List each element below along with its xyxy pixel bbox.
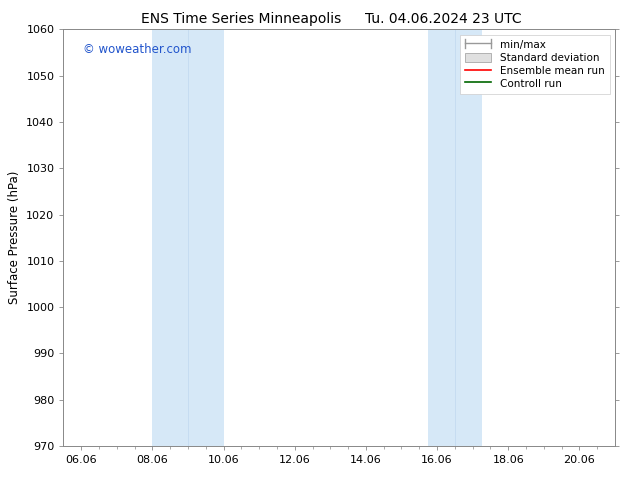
Text: © woweather.com: © woweather.com bbox=[83, 43, 191, 56]
Bar bbox=[455, 29, 482, 446]
Y-axis label: Surface Pressure (hPa): Surface Pressure (hPa) bbox=[8, 171, 21, 304]
Text: Tu. 04.06.2024 23 UTC: Tu. 04.06.2024 23 UTC bbox=[365, 12, 522, 26]
Legend: min/max, Standard deviation, Ensemble mean run, Controll run: min/max, Standard deviation, Ensemble me… bbox=[460, 35, 610, 94]
Bar bbox=[428, 29, 455, 446]
Bar bbox=[152, 29, 188, 446]
Bar bbox=[188, 29, 224, 446]
Text: ENS Time Series Minneapolis: ENS Time Series Minneapolis bbox=[141, 12, 341, 26]
